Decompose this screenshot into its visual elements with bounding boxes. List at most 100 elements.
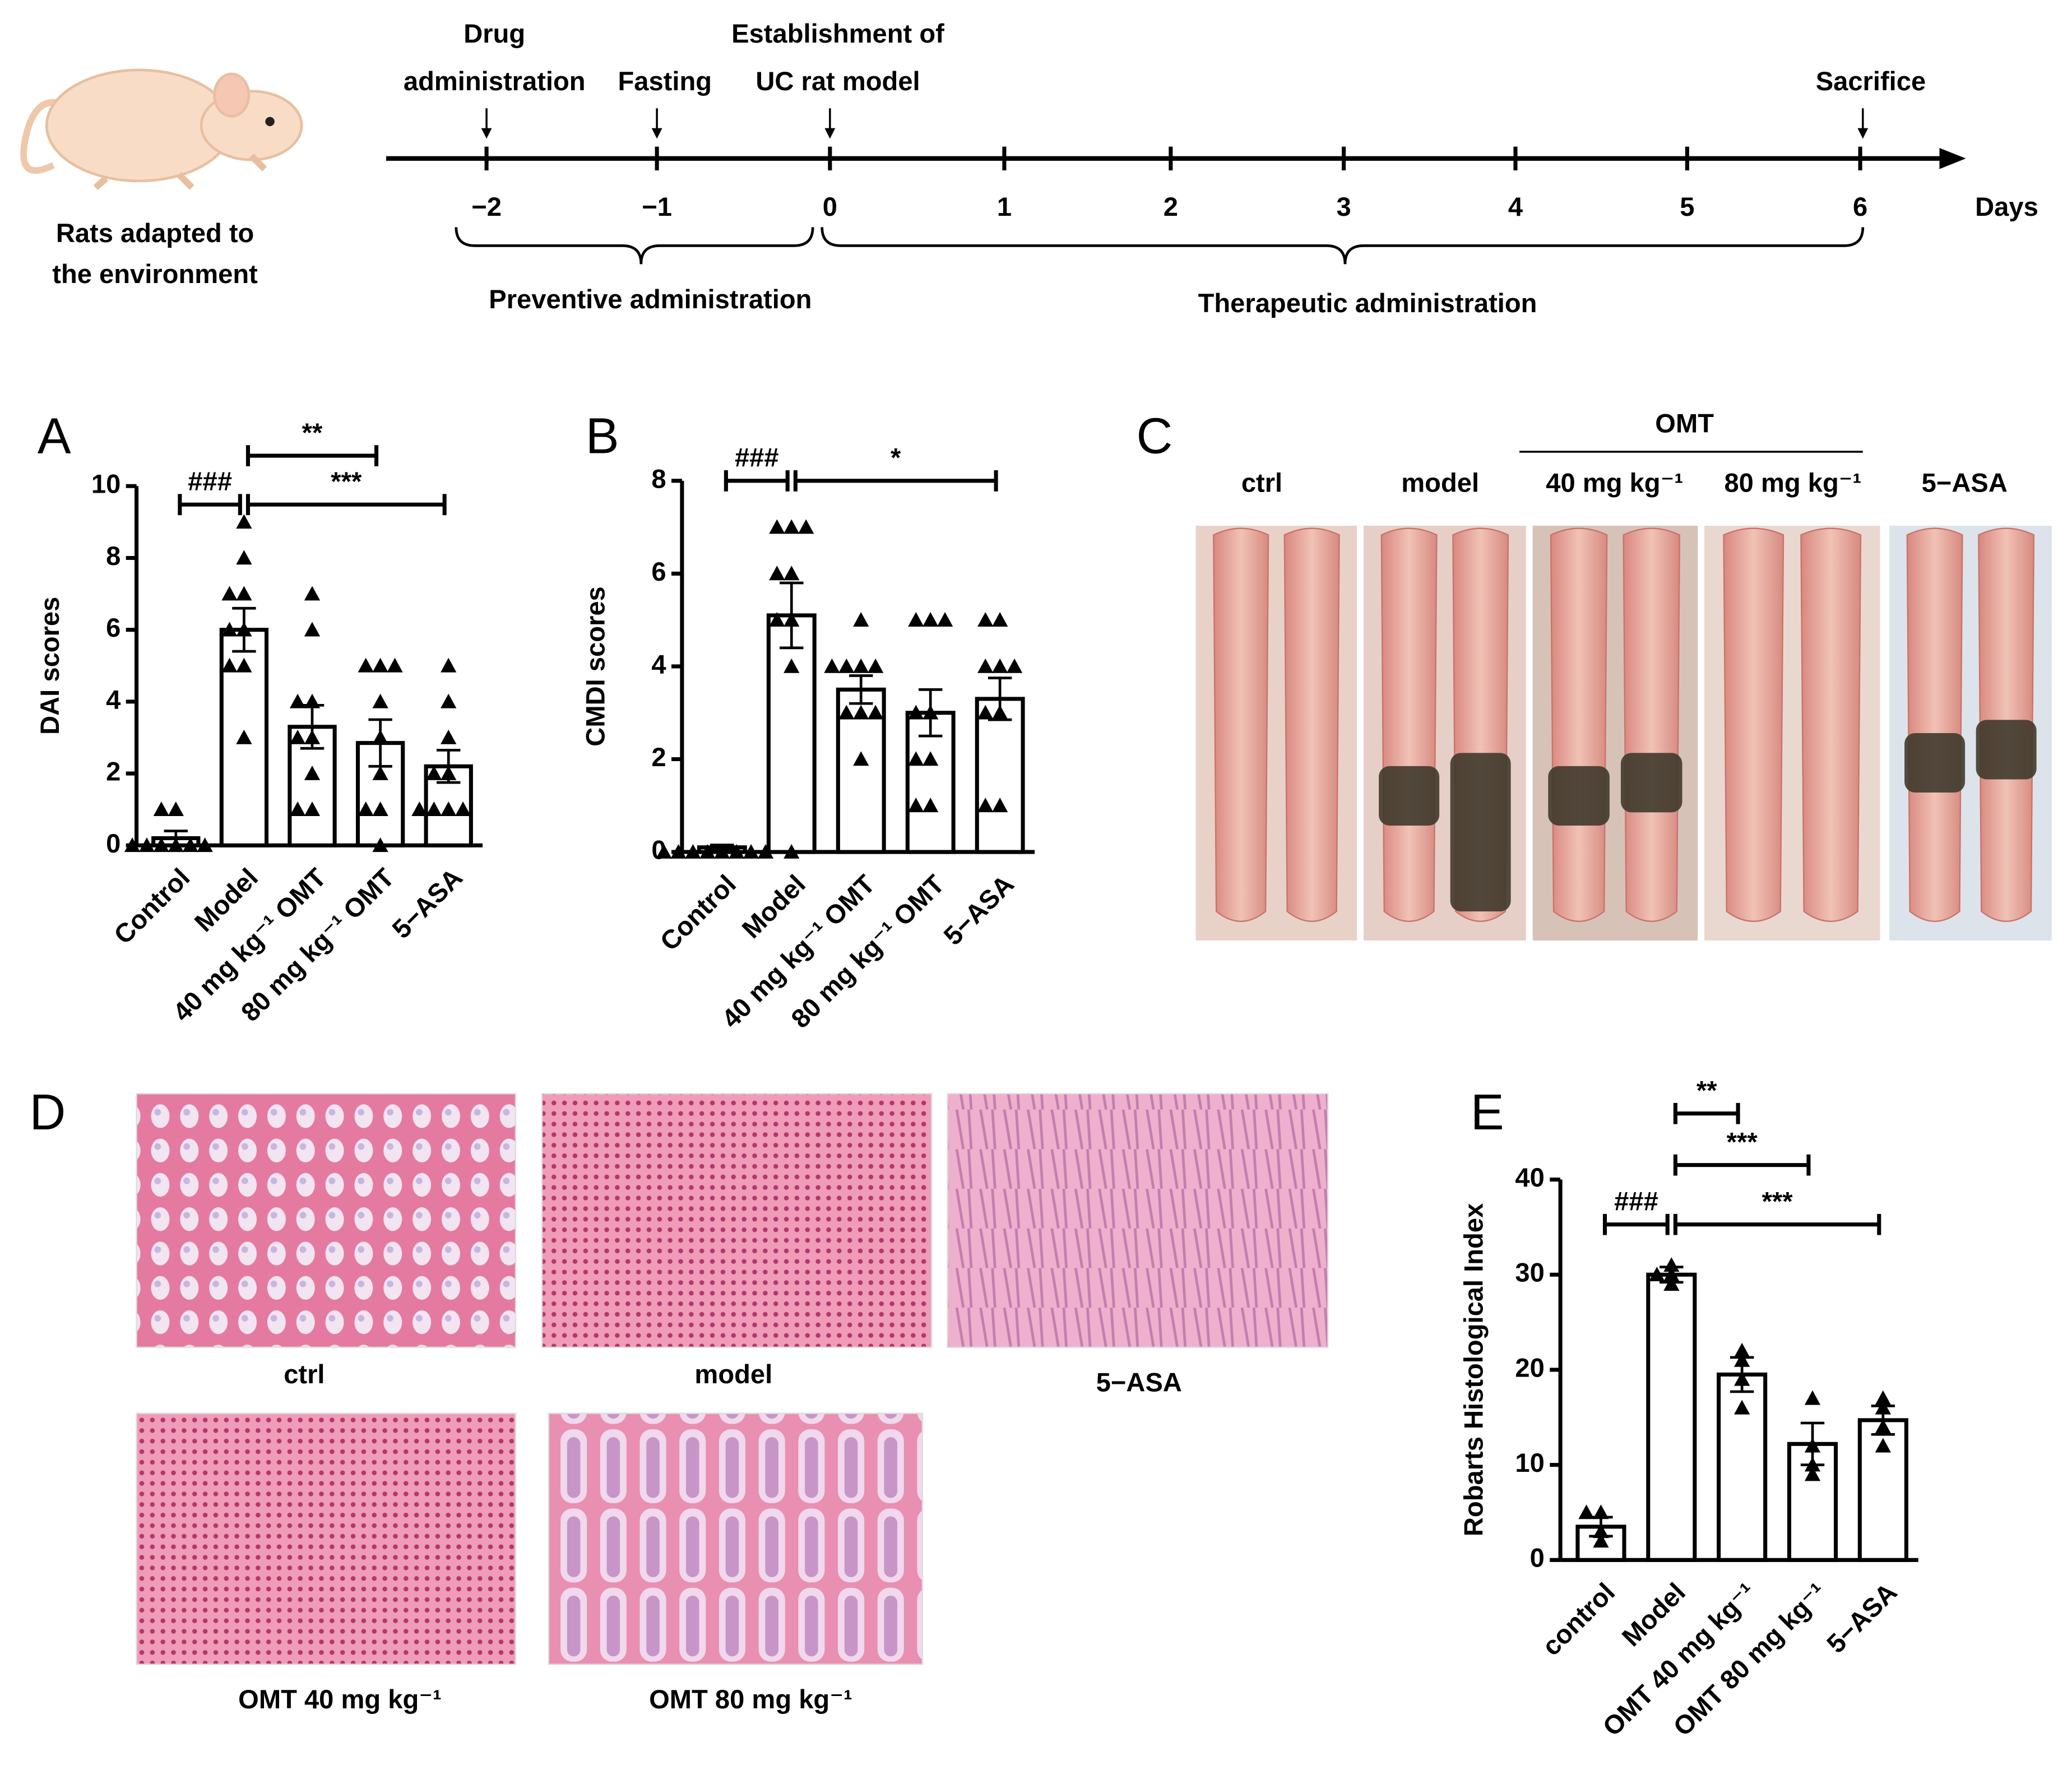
data-point [372,765,388,780]
colon-strip [1800,527,1862,922]
data-point [289,693,306,708]
timeline-unit: Days [1975,192,2038,221]
x-tick-label: 5−ASA [386,863,468,944]
data-point [1875,1390,1892,1405]
significance-bracket [1673,1213,1881,1235]
photo-label: model [1401,467,1479,497]
event-label: Fasting [618,66,712,96]
data-point [699,844,716,859]
data-point [304,586,321,601]
y-tick-label: 4 [106,684,120,714]
x-tick-label: Control [654,869,741,956]
significance-label: ### [735,443,779,472]
data-point [441,765,457,780]
lesion [1548,766,1610,826]
data-point [670,844,687,859]
data-point [124,837,141,852]
data-point [372,837,388,852]
data-point [714,844,730,859]
significance-bracket [1673,1154,1811,1176]
data-point [426,765,442,780]
data-point [372,657,388,673]
image-label: ctrl [284,1359,325,1389]
timeline-tick-label: 5 [1680,192,1694,221]
data-point [236,514,252,529]
data-point [372,801,388,816]
significance-bracket [245,494,447,516]
photo-label: 80 mg kg⁻¹ [1724,467,1861,497]
data-point [1578,1504,1594,1519]
timeline-tick-label: −1 [642,192,672,221]
data-point [784,566,800,581]
data-point [1593,1533,1609,1548]
y-tick-label: 6 [106,613,120,642]
data-point [937,612,953,627]
image-label: model [694,1359,772,1389]
data-point [784,658,800,673]
bar [1646,1272,1697,1562]
y-tick-label: 10 [91,469,120,499]
significance-bracket [178,494,242,516]
event-label: administration [404,66,586,96]
data-point [784,519,800,534]
data-point [358,657,374,673]
data-point [426,801,442,816]
phase-label: Therapeutic administration [1198,288,1537,318]
data-point [977,705,994,720]
data-point [1663,1267,1680,1282]
timeline-tick-label: 4 [1508,192,1523,221]
data-point [1593,1523,1609,1539]
significance-label: ### [1614,1186,1658,1216]
significance-label: *** [1727,1127,1758,1156]
event-arrowhead [1857,128,1869,139]
rat-caption: the environment [52,259,258,289]
data-point [221,657,238,673]
histology-image [947,1093,1329,1349]
data-point [304,622,321,637]
y-tick-label: 6 [651,557,666,586]
x-tick-label: control [1536,1577,1620,1661]
image-label: OMT 80 mg kg⁻¹ [649,1684,852,1714]
data-point [236,586,252,601]
lesion [1976,720,2037,780]
phase-brace [455,227,814,265]
event-label: Establishment of [731,18,944,48]
y-tick-label: 40 [1515,1162,1544,1192]
data-point [304,693,321,708]
data-point [769,566,785,581]
data-point [743,844,759,859]
data-point [1804,1390,1821,1405]
data-point [908,705,924,720]
panel-letter: E [1471,1084,1504,1140]
y-axis-title: CMDI scores [581,586,610,746]
photo-label: 5−ASA [1922,467,2008,497]
data-point [923,612,939,627]
panel-letter: A [38,407,71,464]
data-point [853,612,869,627]
data-point [441,729,457,744]
data-point [1734,1400,1750,1415]
data-point [977,798,994,813]
data-point [1663,1257,1680,1272]
rat-ear [213,72,251,118]
data-point [197,837,213,852]
y-tick-label: 8 [651,464,666,493]
colon-strip [1380,527,1438,922]
rat-tail [20,99,68,174]
x-tick-label: Control [108,863,196,950]
data-point [824,658,840,673]
data-point [656,844,672,859]
data-point [757,844,774,859]
significance-bracket [1603,1213,1670,1235]
timeline-tick-label: 2 [1164,192,1178,221]
y-tick-label: 8 [106,541,120,571]
data-point [853,705,869,720]
significance-label: *** [1762,1186,1793,1216]
data-point [992,705,1008,720]
data-point [868,658,884,673]
panel-letter: C [1137,407,1173,464]
data-point [236,657,252,673]
data-point [784,612,800,627]
data-point [358,801,374,816]
